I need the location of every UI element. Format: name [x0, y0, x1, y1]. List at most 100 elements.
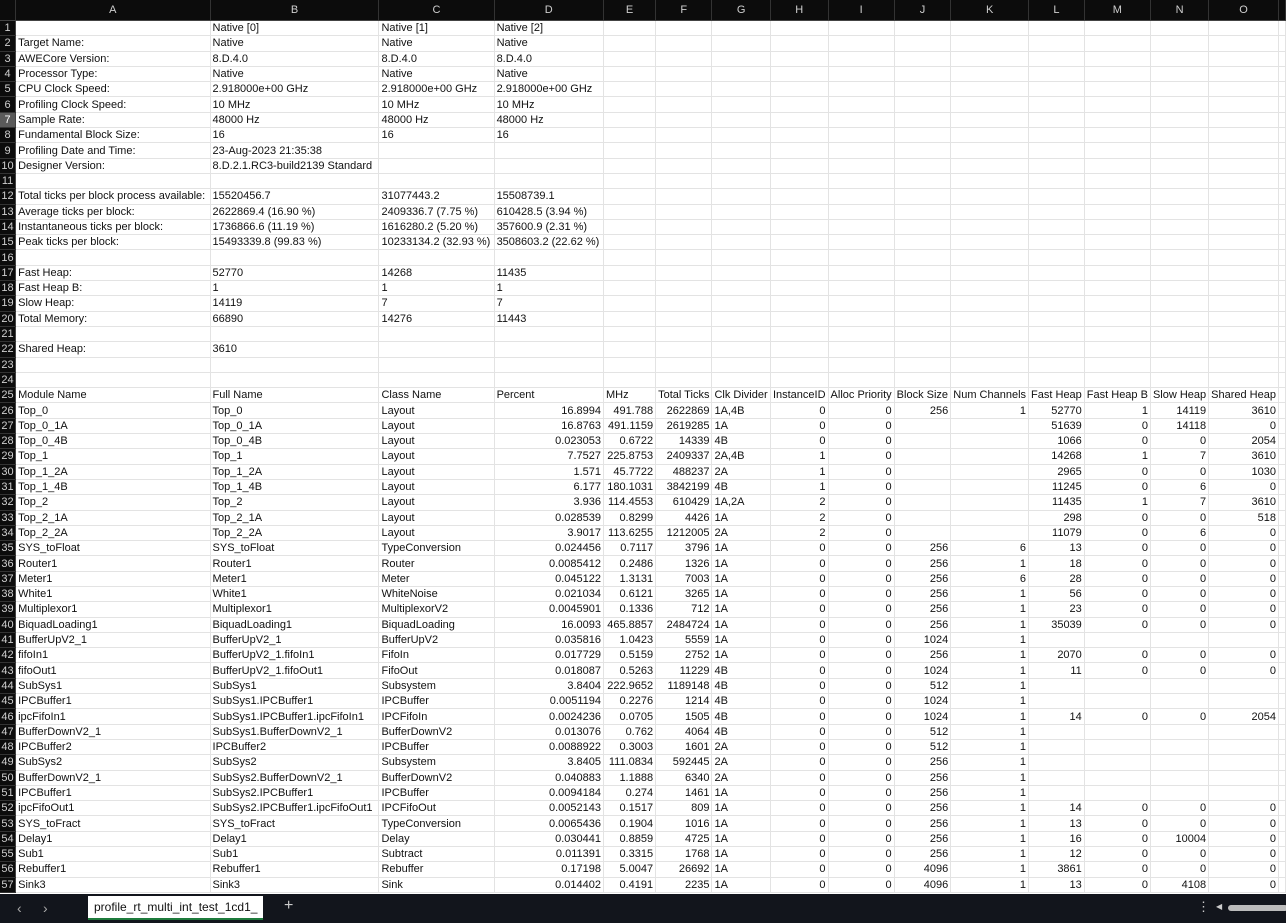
- cell[interactable]: [1208, 35, 1279, 52]
- cell[interactable]: 15493339.8 (99.83 %): [210, 234, 380, 251]
- cell[interactable]: 0: [770, 617, 829, 633]
- row-header[interactable]: 55: [0, 846, 17, 863]
- cell[interactable]: [894, 66, 952, 83]
- cell[interactable]: [894, 173, 952, 190]
- cell[interactable]: [1278, 341, 1286, 358]
- cell[interactable]: 0.023053: [494, 433, 604, 450]
- cell[interactable]: Native: [210, 66, 380, 83]
- cell[interactable]: 0: [770, 785, 829, 802]
- cell[interactable]: Top_1_4B: [210, 479, 380, 496]
- cell[interactable]: [770, 112, 829, 129]
- row-header[interactable]: 48: [0, 739, 17, 756]
- cell[interactable]: [711, 295, 771, 312]
- cell[interactable]: Block Size: [894, 387, 952, 404]
- cell[interactable]: [1028, 188, 1085, 205]
- cell[interactable]: BufferUpV2_1.fifoOut1: [210, 662, 380, 679]
- more-options-icon[interactable]: ⋮: [1197, 899, 1210, 914]
- cell[interactable]: [1278, 418, 1286, 435]
- cell[interactable]: Slow Heap: [1150, 387, 1210, 404]
- cell[interactable]: [828, 112, 895, 129]
- row-header[interactable]: 16: [0, 249, 17, 266]
- cell[interactable]: Router1: [210, 555, 380, 572]
- cell[interactable]: [655, 127, 713, 144]
- cell[interactable]: [1278, 800, 1286, 817]
- cell[interactable]: Subtract: [378, 846, 495, 863]
- cell[interactable]: [603, 112, 657, 129]
- cell[interactable]: [950, 66, 1030, 83]
- cell[interactable]: SubSys1: [15, 678, 211, 695]
- cell[interactable]: Total Memory:: [15, 311, 211, 327]
- cell[interactable]: 712: [655, 601, 713, 618]
- cell[interactable]: BufferDownV2: [378, 724, 495, 740]
- cell[interactable]: 6340: [655, 770, 713, 786]
- cell[interactable]: 7: [1150, 448, 1210, 465]
- cell[interactable]: 3610: [210, 341, 380, 358]
- cell[interactable]: 2965: [1028, 464, 1085, 480]
- cell[interactable]: [1208, 234, 1279, 251]
- cell[interactable]: [828, 142, 895, 159]
- cell[interactable]: [828, 173, 895, 190]
- cell[interactable]: [1028, 341, 1085, 358]
- cell[interactable]: IPCBuffer2: [15, 739, 211, 756]
- cell[interactable]: [711, 158, 771, 174]
- cell[interactable]: [1208, 724, 1279, 740]
- cell[interactable]: [950, 357, 1030, 373]
- row-header[interactable]: 24: [0, 372, 17, 389]
- cell[interactable]: [1150, 51, 1210, 67]
- cell[interactable]: 1: [950, 586, 1030, 603]
- cell[interactable]: [1150, 20, 1210, 37]
- row-header[interactable]: 51: [0, 785, 17, 802]
- cell[interactable]: 0: [828, 662, 895, 679]
- cell[interactable]: IPCBuffer1: [15, 785, 211, 802]
- cell[interactable]: [894, 448, 952, 465]
- cell[interactable]: Num Channels: [950, 387, 1030, 404]
- cell[interactable]: 225.8753: [603, 448, 657, 465]
- cell[interactable]: 1: [950, 739, 1030, 756]
- cell[interactable]: [1084, 249, 1151, 266]
- cell[interactable]: 0: [1150, 555, 1210, 572]
- cell[interactable]: [1278, 464, 1286, 480]
- cell[interactable]: [828, 280, 895, 297]
- cell[interactable]: 0: [1150, 815, 1210, 832]
- cell[interactable]: [1278, 280, 1286, 297]
- cell[interactable]: 256: [894, 815, 952, 832]
- cell[interactable]: 2484724: [655, 617, 713, 633]
- cell[interactable]: FifoOut: [378, 662, 495, 679]
- row-header[interactable]: 10: [0, 158, 17, 174]
- row-header[interactable]: 9: [0, 142, 17, 159]
- cell[interactable]: [1208, 173, 1279, 190]
- cell[interactable]: [770, 20, 829, 37]
- column-header-A[interactable]: A: [15, 0, 211, 21]
- cell[interactable]: 1: [1084, 494, 1151, 511]
- cell[interactable]: 1: [950, 815, 1030, 832]
- cell[interactable]: 0: [770, 586, 829, 603]
- cell[interactable]: [1084, 754, 1151, 771]
- cell[interactable]: 512: [894, 739, 952, 756]
- cell[interactable]: [1084, 112, 1151, 129]
- cell[interactable]: [828, 158, 895, 174]
- cell[interactable]: BufferUpV2_1.fifoIn1: [210, 647, 380, 664]
- cell[interactable]: Subsystem: [378, 754, 495, 771]
- cell[interactable]: [950, 326, 1030, 343]
- cell[interactable]: [1084, 219, 1151, 236]
- cell[interactable]: [1150, 219, 1210, 236]
- cell[interactable]: [770, 204, 829, 220]
- cell[interactable]: [1208, 678, 1279, 695]
- row-header[interactable]: 18: [0, 280, 17, 297]
- row-header[interactable]: 22: [0, 341, 17, 358]
- cell[interactable]: [1150, 280, 1210, 297]
- cell[interactable]: [1278, 739, 1286, 756]
- cell[interactable]: 0: [770, 861, 829, 878]
- cell[interactable]: Total Ticks: [655, 387, 713, 404]
- cell[interactable]: 0: [1150, 617, 1210, 633]
- cell[interactable]: Clk Divider: [711, 387, 771, 404]
- cell[interactable]: 518: [1208, 510, 1279, 526]
- cell[interactable]: 0: [1208, 525, 1279, 542]
- cell[interactable]: 0: [1084, 617, 1151, 633]
- cell[interactable]: [894, 204, 952, 220]
- cell[interactable]: 1A: [711, 815, 771, 832]
- cell[interactable]: [1278, 204, 1286, 220]
- cell[interactable]: 2A: [711, 754, 771, 771]
- cell[interactable]: Module Name: [15, 387, 211, 404]
- cell[interactable]: 23-Aug-2023 21:35:38: [210, 142, 380, 159]
